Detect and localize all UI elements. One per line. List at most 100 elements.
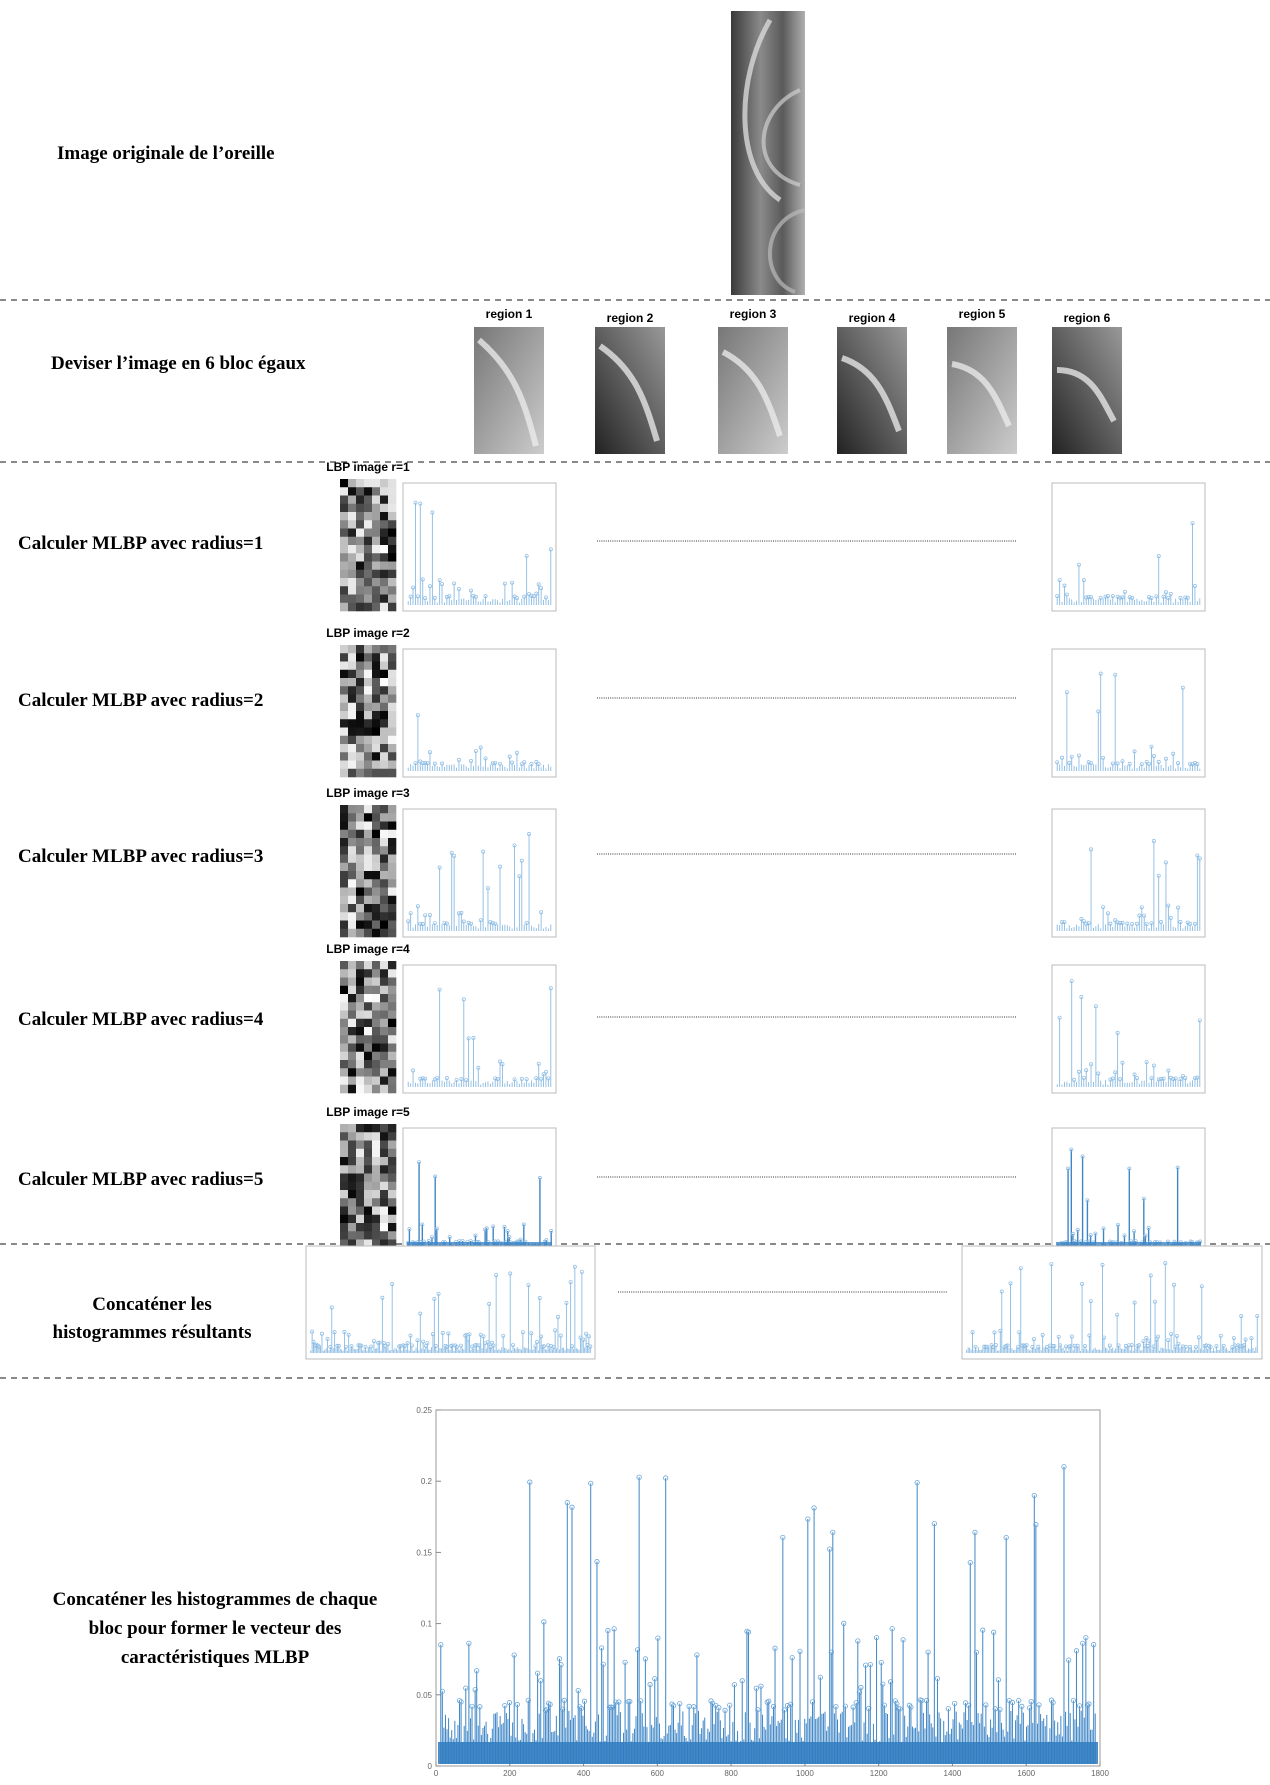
step-label: Calculer MLBP avec radius=1 [18, 533, 263, 554]
lbp-cell [340, 1231, 348, 1240]
lbp-cell [372, 761, 380, 770]
lbp-cell [348, 830, 356, 839]
lbp-cell [348, 1231, 356, 1240]
lbp-cell [372, 570, 380, 579]
lbp-cell [388, 578, 396, 587]
lbp-cell [348, 744, 356, 753]
lbp-cell [380, 863, 388, 872]
lbp-cell [364, 711, 372, 720]
lbp-cell [364, 1198, 372, 1207]
lbp-cell [340, 896, 348, 905]
lbp-cell [348, 912, 356, 921]
lbp-cell [364, 1165, 372, 1174]
lbp-cell [356, 645, 364, 654]
lbp-cell [348, 1198, 356, 1207]
lbp-cell [372, 879, 380, 888]
lbp-cell [340, 711, 348, 720]
lbp-cell [340, 578, 348, 587]
histogram-image [1052, 809, 1205, 937]
lbp-cell [388, 1011, 396, 1020]
lbp-cell [372, 888, 380, 897]
lbp-cell [372, 1198, 380, 1207]
lbp-cell [340, 678, 348, 687]
lbp-cell [388, 686, 396, 695]
region-bg [947, 327, 1017, 454]
lbp-cell [348, 645, 356, 654]
lbp-cell [388, 1165, 396, 1174]
lbp-cell [372, 595, 380, 604]
lbp-cell [348, 529, 356, 538]
lbp-cell [340, 1011, 348, 1020]
lbp-cell [372, 736, 380, 745]
lbp-cell [364, 719, 372, 728]
lbp-cell [340, 695, 348, 704]
lbp-cell [340, 871, 348, 880]
lbp-cell [372, 1060, 380, 1069]
lbp-cell [356, 1165, 364, 1174]
lbp-cell [388, 921, 396, 930]
lbp-cell [364, 537, 372, 546]
lbp-cell [364, 1174, 372, 1183]
lbp-cell [356, 512, 364, 521]
lbp-cell [372, 678, 380, 687]
lbp-cell [372, 1068, 380, 1077]
lbp-cell [356, 1011, 364, 1020]
lbp-cell [380, 1190, 388, 1199]
lbp-cell [364, 504, 372, 513]
lbp-cell [348, 1011, 356, 1020]
lbp-cell [388, 487, 396, 496]
x-tick-label: 800 [724, 1769, 738, 1778]
lbp-cell [372, 855, 380, 864]
lbp-cell [380, 586, 388, 595]
y-tick-label: 0.15 [416, 1548, 432, 1557]
lbp-cell [388, 595, 396, 604]
ear-image [731, 11, 805, 295]
lbp-cell [340, 752, 348, 761]
lbp-cell [356, 813, 364, 822]
lbp-cell [388, 1002, 396, 1011]
lbp-cell [380, 896, 388, 905]
lbp-cell [356, 822, 364, 831]
step-label: Deviser l’image en 6 bloc égaux [51, 353, 306, 374]
lbp-cell [380, 855, 388, 864]
lbp-cell [388, 969, 396, 978]
lbp-cell [380, 1215, 388, 1224]
lbp-cell [348, 904, 356, 913]
lbp-cell [356, 1149, 364, 1158]
lbp-cell [356, 662, 364, 671]
lbp-cell [340, 830, 348, 839]
lbp-cell [340, 586, 348, 595]
lbp-cell [348, 487, 356, 496]
lbp-cell [380, 1223, 388, 1232]
lbp-cell [340, 1060, 348, 1069]
lbp-cell [372, 846, 380, 855]
histogram-image [403, 809, 556, 937]
lbp-cell [388, 529, 396, 538]
lbp-cell [340, 1165, 348, 1174]
lbp-cell [356, 986, 364, 995]
lbp-cell [348, 545, 356, 554]
lbp-cell [340, 1215, 348, 1224]
lbp-cell [388, 703, 396, 712]
lbp-cell [380, 838, 388, 847]
lbp-cell [356, 487, 364, 496]
lbp-cell [348, 553, 356, 562]
lbp-cell [372, 545, 380, 554]
lbp-cell [372, 487, 380, 496]
lbp-cell [340, 969, 348, 978]
lbp-cell [340, 1207, 348, 1216]
lbp-cell [348, 520, 356, 529]
lbp-cell [364, 512, 372, 521]
lbp-cell [388, 830, 396, 839]
histogram-image [1052, 1128, 1205, 1256]
lbp-cell [356, 1157, 364, 1166]
plot-frame [403, 483, 556, 611]
lbp-cell [380, 822, 388, 831]
region-image [947, 327, 1017, 454]
lbp-cell [380, 978, 388, 987]
lbp-cell [372, 1231, 380, 1240]
lbp-cell [388, 1182, 396, 1191]
lbp-cell [388, 562, 396, 571]
lbp-cell [356, 978, 364, 987]
lbp-cell [364, 662, 372, 671]
